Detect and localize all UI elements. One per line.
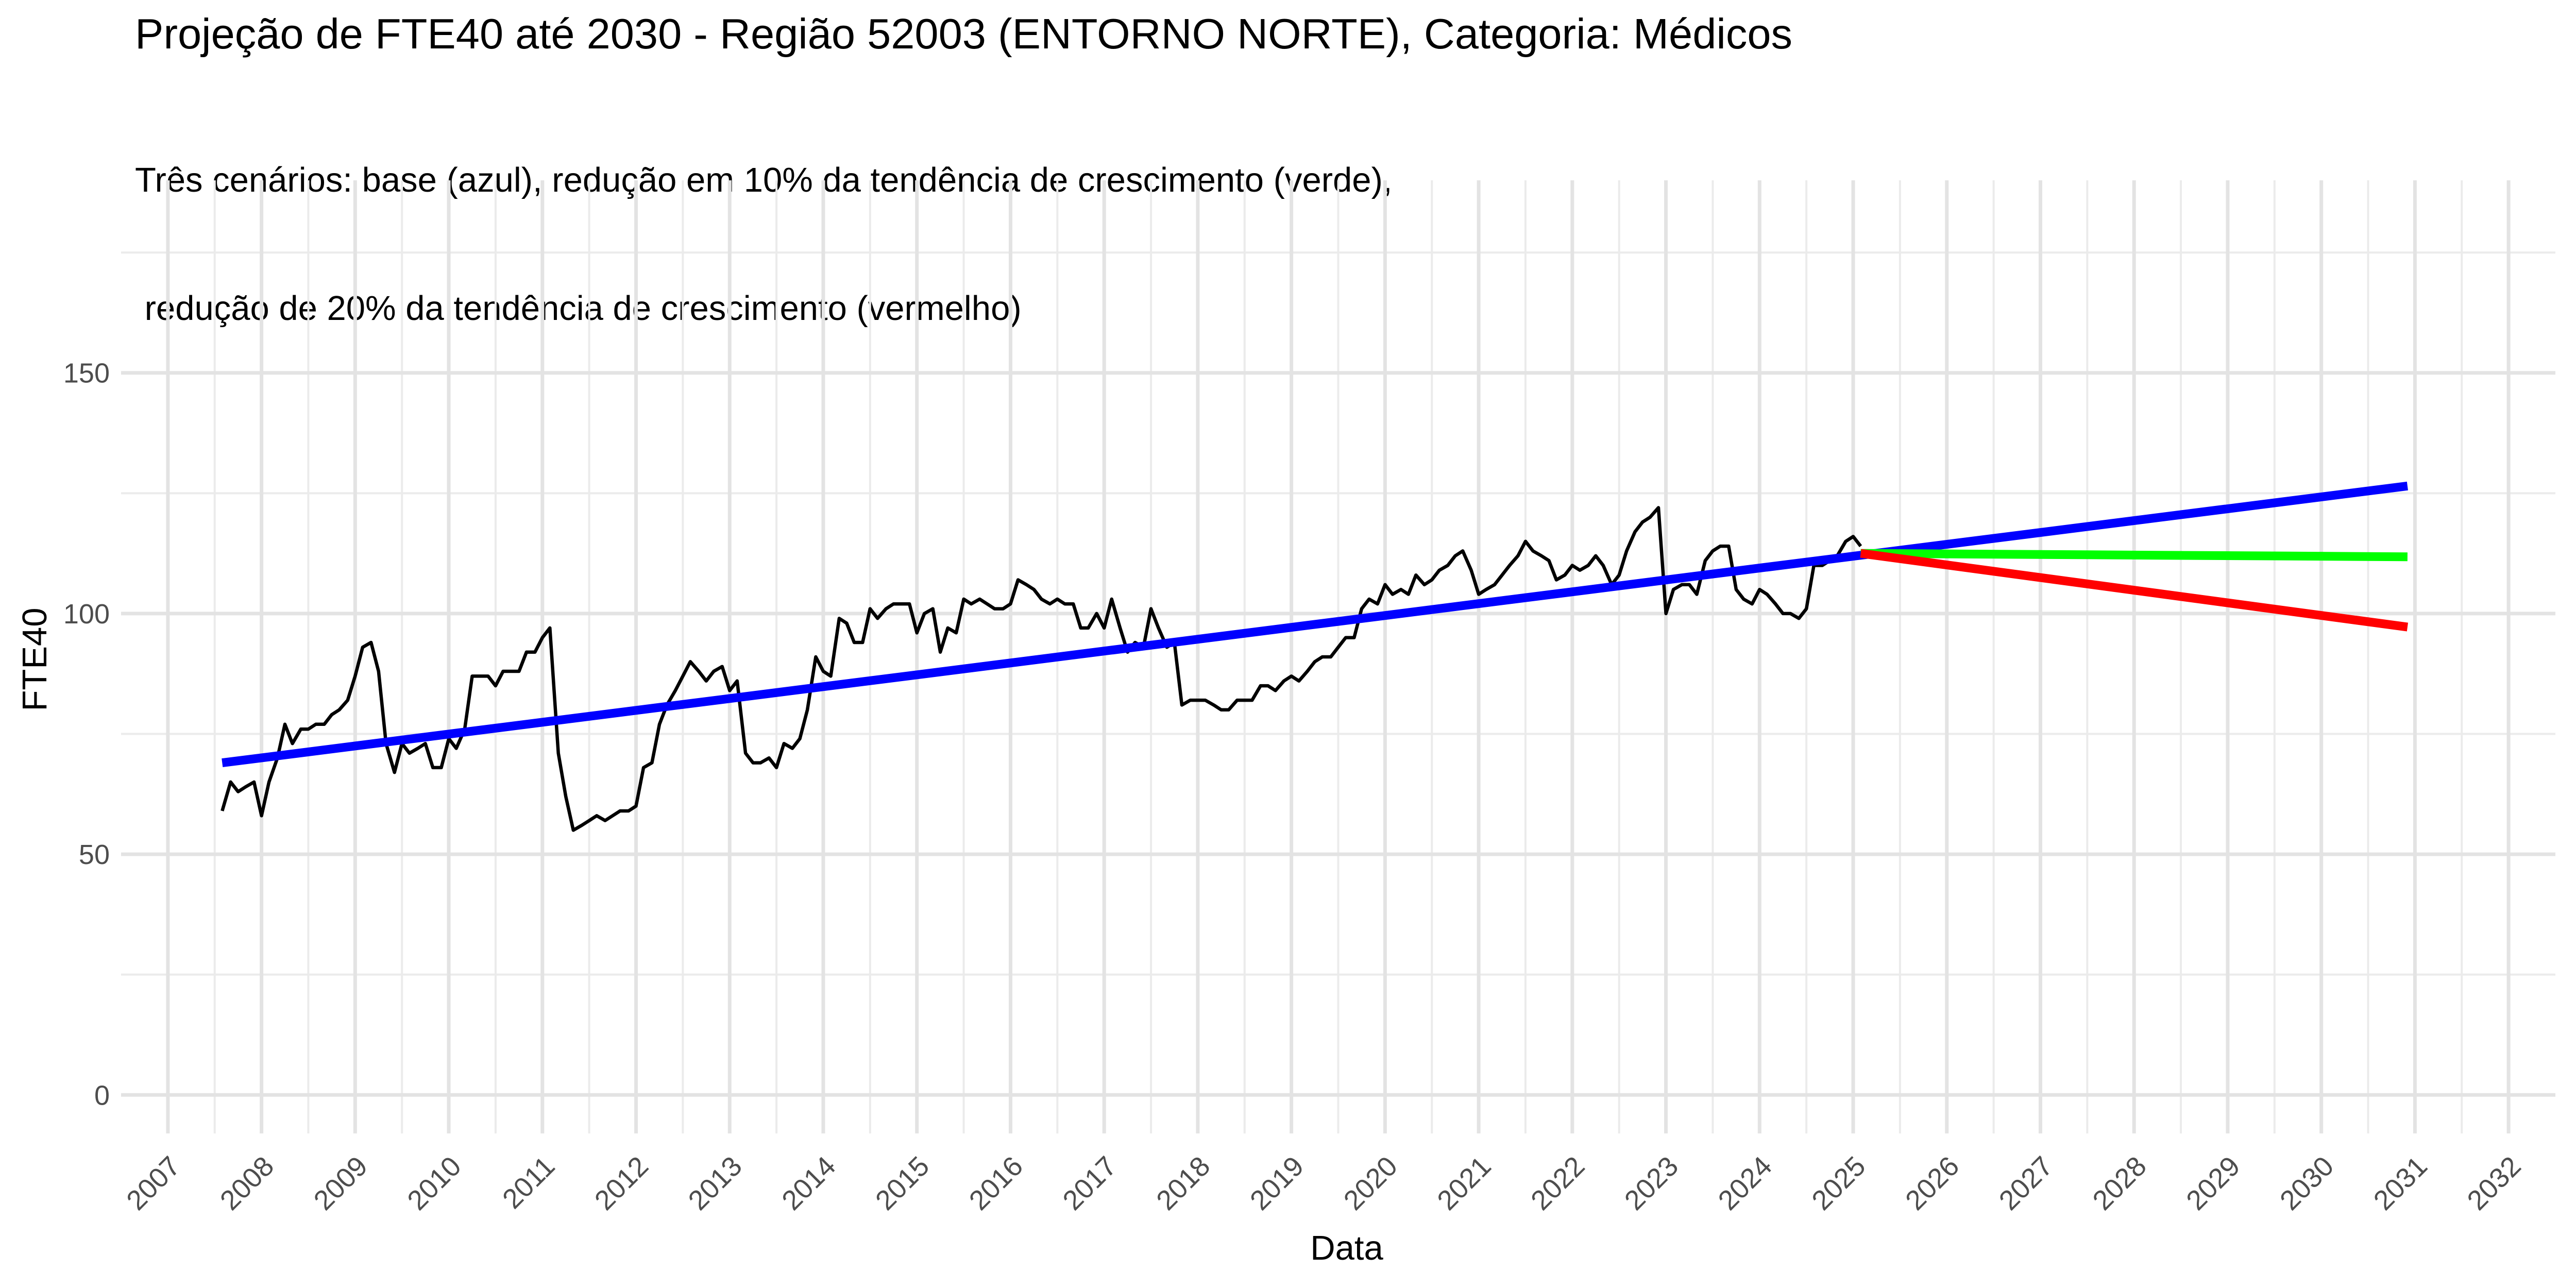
- x-tick-label-2009: 2009: [308, 1150, 374, 1216]
- x-tick-labels: 2007 2008 2009 2010 2011 2012 2013 2014 2015 2016…: [121, 1150, 2527, 1216]
- x-tick-label-2016: 2016: [963, 1150, 1029, 1216]
- x-tick-label-2017: 2017: [1057, 1150, 1122, 1216]
- x-tick-label-2026: 2026: [1900, 1150, 1965, 1216]
- grid-minor: [121, 180, 2555, 1133]
- x-tick-label-2008: 2008: [214, 1150, 280, 1216]
- y-axis-title: FTE40: [15, 607, 54, 711]
- series-layer: [221, 481, 2409, 832]
- y-tick-label-100: 100: [63, 599, 110, 630]
- x-tick-label-2013: 2013: [683, 1150, 748, 1216]
- x-tick-label-2031: 2031: [2368, 1150, 2433, 1216]
- x-tick-label-2021: 2021: [1431, 1150, 1497, 1216]
- x-tick-label-2018: 2018: [1150, 1150, 1216, 1216]
- x-tick-label-2010: 2010: [401, 1150, 467, 1216]
- x-tick-label-2023: 2023: [1619, 1150, 1684, 1216]
- x-tick-label-2025: 2025: [1806, 1150, 1871, 1216]
- x-tick-label-2029: 2029: [2180, 1150, 2246, 1216]
- x-tick-label-2012: 2012: [589, 1150, 654, 1216]
- grid-major: [121, 180, 2555, 1133]
- x-axis-title: Data: [1310, 1229, 1383, 1267]
- x-tick-label-2030: 2030: [2274, 1150, 2340, 1216]
- series-reduction-20-line: [1860, 549, 2409, 632]
- x-tick-label-2024: 2024: [1713, 1150, 1778, 1216]
- y-tick-labels: 0 50 100 150: [63, 358, 110, 1111]
- y-tick-label-150: 150: [63, 358, 110, 389]
- chart-subtitle-line-2: redução de 20% da tendência de crescimen…: [135, 289, 1022, 328]
- x-tick-label-2032: 2032: [2461, 1150, 2527, 1216]
- x-tick-label-2020: 2020: [1338, 1150, 1403, 1216]
- x-tick-label-2015: 2015: [870, 1150, 935, 1216]
- x-tick-label-2028: 2028: [2087, 1150, 2152, 1216]
- x-tick-label-2027: 2027: [1993, 1150, 2059, 1216]
- x-tick-label-2007: 2007: [121, 1150, 186, 1216]
- series-reduction-10-line: [1860, 549, 2408, 562]
- chart-title: Projeção de FTE40 até 2030 - Região 5200…: [135, 10, 1792, 58]
- x-tick-label-2014: 2014: [776, 1150, 841, 1216]
- y-tick-label-0: 0: [94, 1080, 110, 1111]
- y-tick-label-50: 50: [79, 839, 110, 870]
- series-observed-line: [221, 506, 1862, 832]
- x-tick-label-2011: 2011: [497, 1150, 561, 1215]
- x-tick-label-2022: 2022: [1525, 1150, 1590, 1216]
- x-tick-label-2019: 2019: [1244, 1150, 1310, 1216]
- series-base-line: [222, 481, 2408, 768]
